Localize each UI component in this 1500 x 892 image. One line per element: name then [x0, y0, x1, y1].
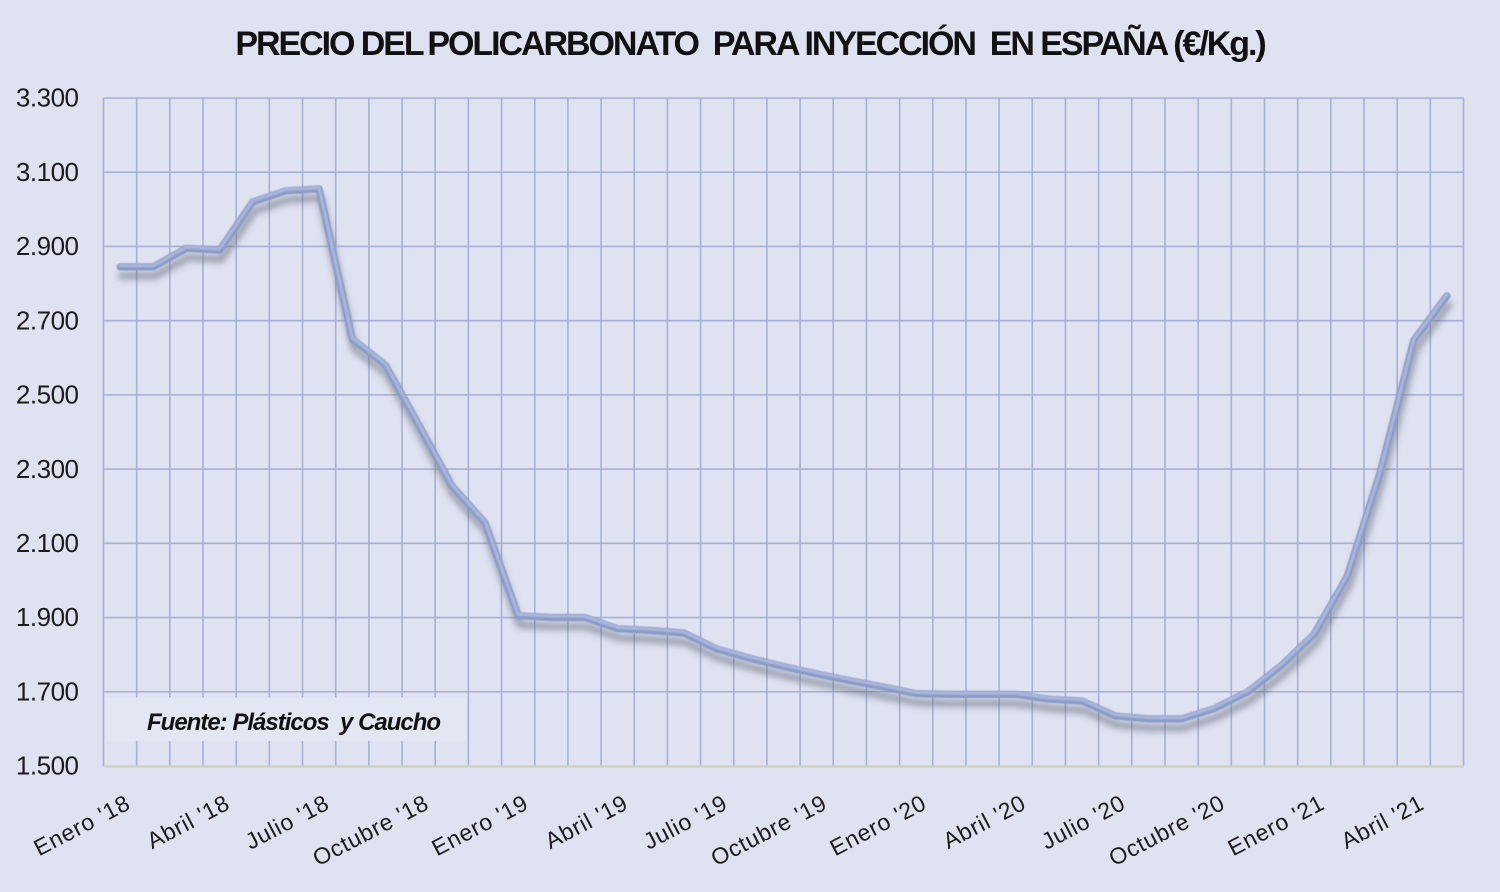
- svg-text:1.700: 1.700: [16, 677, 79, 707]
- svg-text:PRECIO DEL POLICARBONATO PARA: PRECIO DEL POLICARBONATO PARA INYECCIÓN …: [235, 25, 1265, 63]
- svg-text:Fuente: Plásticos y Caucho: Fuente: Plásticos y Caucho: [147, 709, 440, 736]
- svg-text:2.100: 2.100: [16, 528, 79, 558]
- svg-text:2.900: 2.900: [16, 231, 79, 261]
- svg-text:2.700: 2.700: [16, 305, 79, 335]
- svg-text:3.300: 3.300: [16, 83, 79, 113]
- svg-text:1.500: 1.500: [16, 751, 79, 781]
- svg-text:3.100: 3.100: [16, 157, 79, 187]
- svg-text:2.300: 2.300: [16, 454, 79, 484]
- svg-text:2.500: 2.500: [16, 380, 79, 410]
- svg-text:1.900: 1.900: [16, 602, 79, 632]
